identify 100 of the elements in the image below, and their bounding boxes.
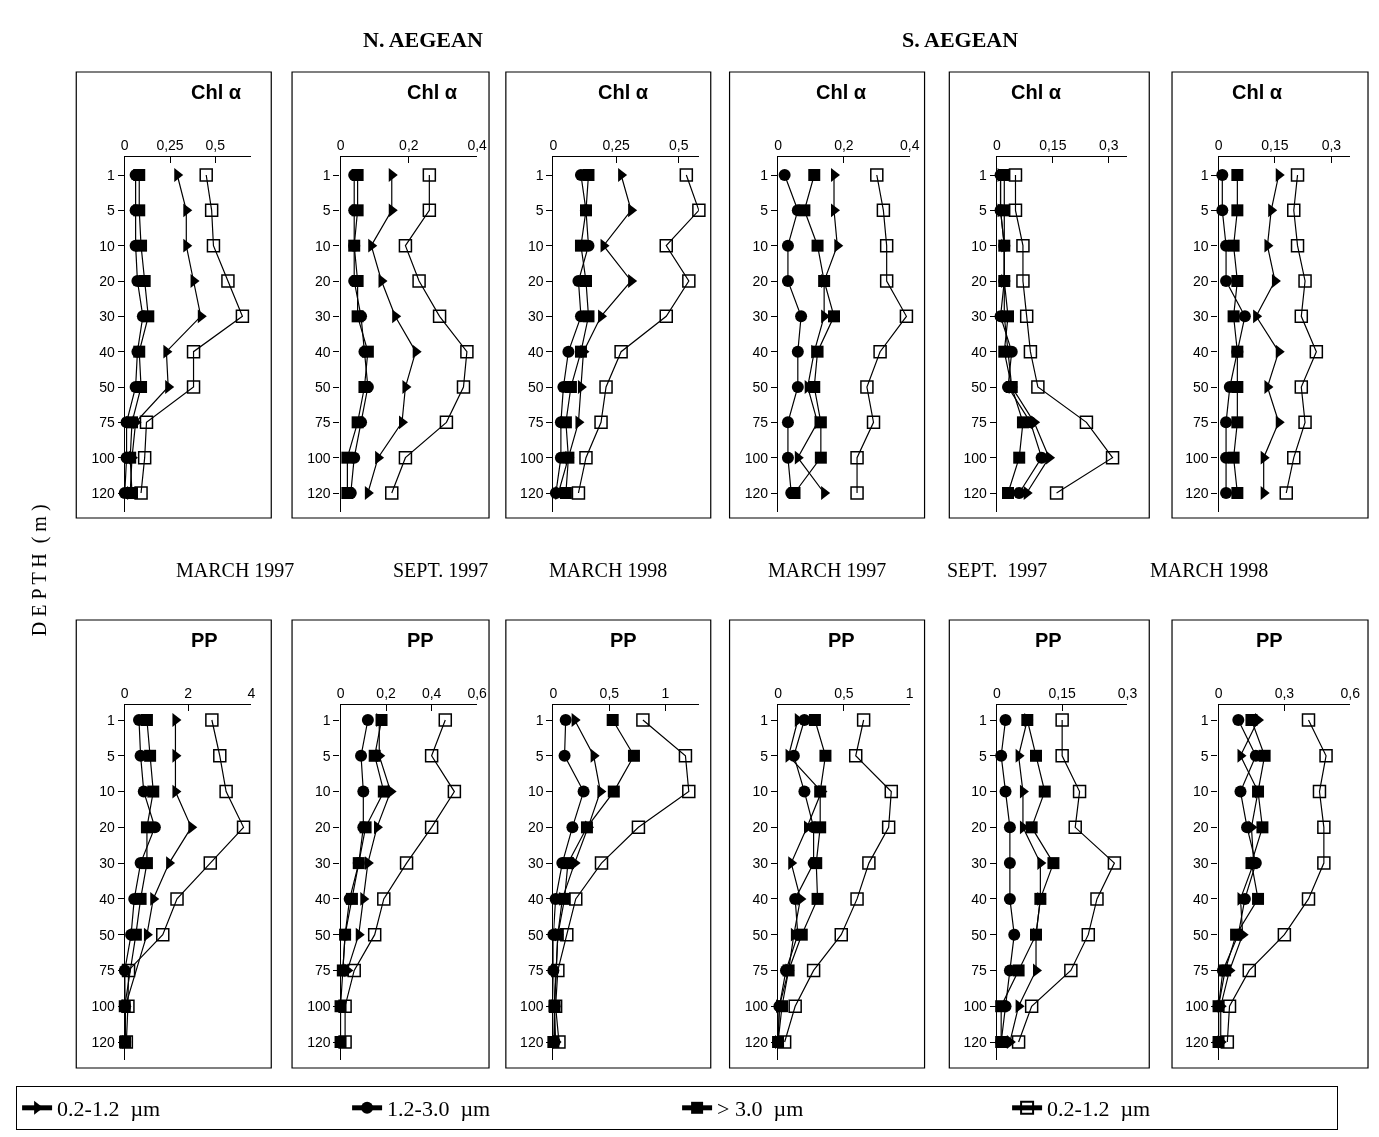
y-tick-label: 40 xyxy=(971,343,988,360)
y-tick-label: 75 xyxy=(315,962,331,979)
chart-title: Chl α xyxy=(1011,81,1062,103)
x-tick-label: 0,5 xyxy=(205,137,226,154)
x-tick-label: 1 xyxy=(661,685,670,702)
chart-title: PP xyxy=(1035,629,1062,651)
x-axis-title: SEPT. 1997 xyxy=(947,559,1048,581)
y-tick-label: 40 xyxy=(315,890,331,907)
y-tick-label: 30 xyxy=(1193,308,1209,325)
y-tick-label: 50 xyxy=(315,378,331,395)
x-tick-label: 0,5 xyxy=(669,137,689,154)
chart-title: Chl α xyxy=(816,81,867,103)
y-tick-label: 20 xyxy=(971,819,988,836)
y-tick-label: 1 xyxy=(979,711,988,728)
y-tick-label: 75 xyxy=(315,414,331,431)
y-tick-label: 120 xyxy=(744,1033,769,1050)
x-axis-title: MARCH 1998 xyxy=(1150,559,1269,581)
y-tick-label: 75 xyxy=(752,962,769,979)
y-tick-label: 100 xyxy=(963,449,988,466)
y-tick-label: 30 xyxy=(315,308,331,325)
y-tick-label: 10 xyxy=(752,783,769,800)
x-tick-label: 0,5 xyxy=(599,685,620,702)
x-axis-title: MARCH 1998 xyxy=(549,559,668,581)
x-tick-label: 0,6 xyxy=(467,685,488,702)
y-tick-label: 100 xyxy=(520,998,544,1015)
y-tick-label: 1 xyxy=(760,711,769,728)
y-tick-label: 50 xyxy=(315,926,331,943)
y-tick-label: 30 xyxy=(99,308,116,325)
x-axis-title: SEPT. 1997 xyxy=(393,559,489,581)
y-tick-label: 100 xyxy=(963,998,988,1015)
y-axis-title: D E P T H ( m ) xyxy=(28,504,52,637)
y-tick-label: 5 xyxy=(760,747,769,764)
y-tick-label: 30 xyxy=(971,308,988,325)
y-tick-label: 120 xyxy=(744,484,769,501)
y-tick-label: 5 xyxy=(979,747,988,764)
y-tick-label: 5 xyxy=(1200,747,1209,764)
x-tick-label: 1 xyxy=(905,685,914,702)
y-tick-label: 1 xyxy=(322,711,331,728)
y-tick-label: 40 xyxy=(99,343,116,360)
y-tick-label: 50 xyxy=(752,926,769,943)
x-tick-label: 0 xyxy=(992,685,1001,702)
x-tick-label: 4 xyxy=(247,685,256,702)
y-tick-label: 50 xyxy=(99,926,116,943)
x-tick-label: 0,2 xyxy=(399,137,419,154)
y-tick-label: 100 xyxy=(1185,449,1209,466)
y-tick-label: 1 xyxy=(535,711,544,728)
y-tick-label: 120 xyxy=(520,484,544,501)
y-tick-label: 120 xyxy=(91,1033,116,1050)
x-tick-label: 0,4 xyxy=(421,685,442,702)
y-tick-label: 10 xyxy=(527,237,544,254)
y-tick-label: 10 xyxy=(527,783,544,800)
y-tick-label: 75 xyxy=(971,962,988,979)
y-tick-label: 120 xyxy=(520,1033,544,1050)
y-tick-label: 30 xyxy=(99,855,116,872)
y-tick-label: 75 xyxy=(99,414,116,431)
y-tick-label: 50 xyxy=(527,378,544,395)
y-tick-label: 100 xyxy=(307,449,331,466)
chart-title: Chl α xyxy=(191,81,242,103)
x-tick-label: 0,25 xyxy=(602,137,630,154)
y-tick-label: 75 xyxy=(1193,962,1209,979)
y-tick-label: 10 xyxy=(971,237,988,254)
y-tick-label: 1 xyxy=(107,166,116,183)
y-tick-label: 120 xyxy=(1185,1033,1209,1050)
y-tick-label: 20 xyxy=(99,272,116,289)
text: S. AEGEAN xyxy=(902,27,1019,52)
x-tick-label: 0 xyxy=(1214,685,1223,702)
y-tick-label: 10 xyxy=(1193,237,1209,254)
y-tick-label: 30 xyxy=(971,855,988,872)
x-tick-label: 0 xyxy=(336,685,345,702)
y-tick-label: 40 xyxy=(1193,343,1209,360)
y-tick-label: 1 xyxy=(979,166,988,183)
y-tick-label: 10 xyxy=(752,237,769,254)
y-tick-label: 40 xyxy=(752,343,769,360)
y-tick-label: 5 xyxy=(1200,202,1209,219)
y-tick-label: 120 xyxy=(1185,484,1209,501)
x-tick-label: 0,5 xyxy=(834,685,854,702)
x-axis-title: MARCH 1997 xyxy=(176,559,295,581)
y-tick-label: 120 xyxy=(963,484,988,501)
y-tick-label: 10 xyxy=(99,783,116,800)
x-tick-label: 0 xyxy=(992,137,1001,154)
y-tick-label: 5 xyxy=(322,202,331,219)
y-tick-label: 100 xyxy=(744,998,769,1015)
y-tick-label: 20 xyxy=(1193,272,1209,289)
x-tick-label: 0,2 xyxy=(834,137,854,154)
y-tick-label: 5 xyxy=(107,202,116,219)
y-tick-label: 50 xyxy=(971,378,988,395)
y-tick-label: 40 xyxy=(971,890,988,907)
chart-title: Chl α xyxy=(407,81,458,103)
legend-label: > 3.0 µm xyxy=(717,1096,804,1122)
y-tick-label: 50 xyxy=(99,378,116,395)
y-tick-label: 100 xyxy=(91,998,116,1015)
y-tick-label: 75 xyxy=(752,414,769,431)
y-tick-label: 20 xyxy=(99,819,116,836)
y-tick-label: 1 xyxy=(760,166,769,183)
y-tick-label: 50 xyxy=(1193,378,1209,395)
chart-title: PP xyxy=(407,629,434,651)
y-tick-label: 5 xyxy=(760,202,769,219)
chart-title: Chl α xyxy=(1232,81,1283,103)
y-tick-label: 20 xyxy=(315,819,331,836)
legend-label: 0.2-1.2 µm xyxy=(1047,1096,1151,1122)
